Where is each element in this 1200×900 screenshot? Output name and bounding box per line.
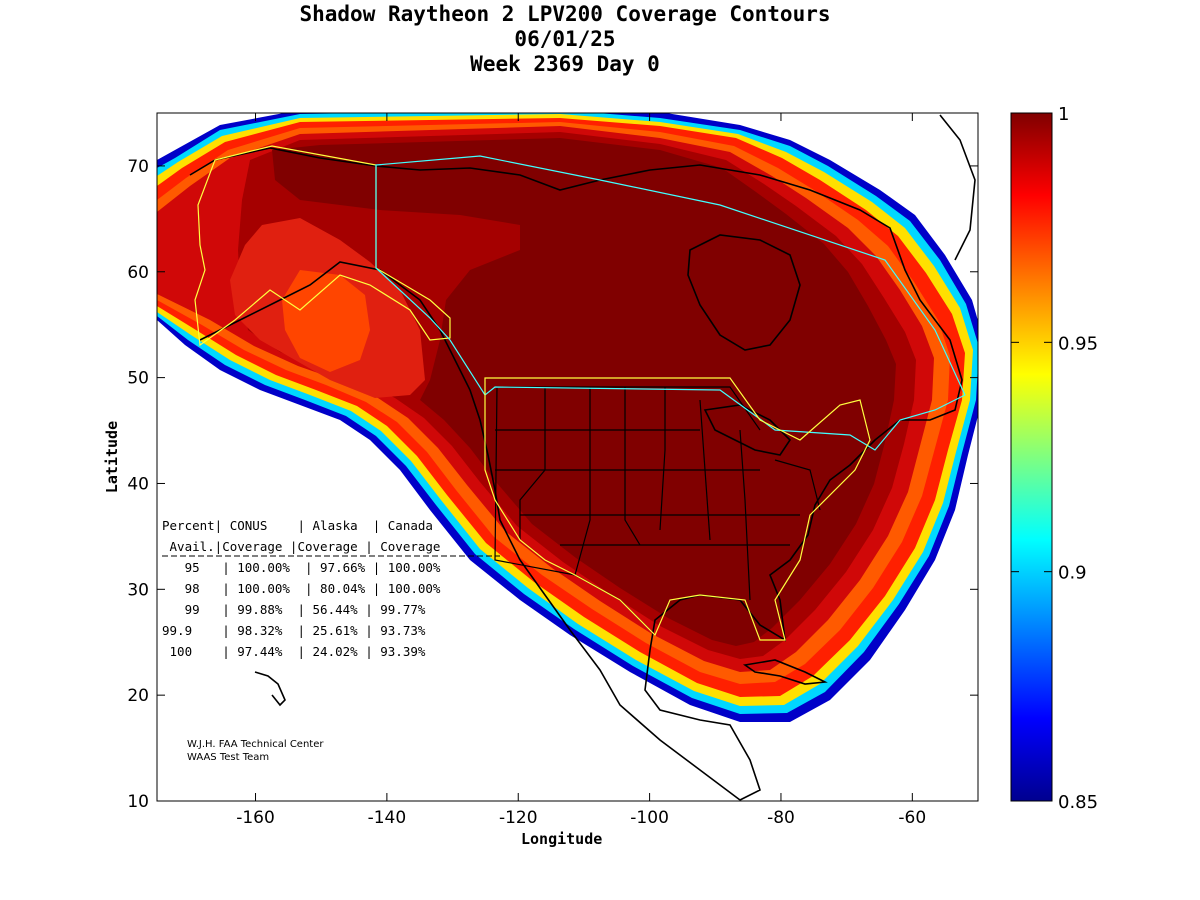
pacific-coastline — [199, 261, 741, 801]
y-tick-label: 30 — [127, 580, 149, 600]
colorbar-tick-label: 1 — [1058, 104, 1069, 125]
table-row: 100 | 97.44% | 24.02% | 93.39% — [162, 644, 426, 659]
greenland — [939, 114, 976, 261]
canada-boundary — [375, 155, 966, 451]
region-boundaries — [194, 145, 966, 641]
alaska-boundary — [194, 145, 451, 347]
credit-line-2: WAAS Test Team — [187, 752, 269, 763]
y-axis-label: Latitude — [103, 420, 121, 494]
table-row: 99 | 99.88% | 56.44% | 99.77% — [162, 602, 426, 617]
colorbar-tick-label: 0.85 — [1058, 792, 1098, 813]
x-axis-label: Longitude — [521, 830, 603, 848]
colorbar — [1010, 112, 1053, 802]
x-tick-label: -100 — [630, 808, 669, 828]
axes-box — [156, 112, 979, 802]
coverage-table: Percent| CONUS | Alaska | Canada Avail.|… — [162, 518, 500, 659]
colorbar-ticks: 1 0.95 0.9 0.85 — [1011, 104, 1098, 813]
conus-boundary — [484, 377, 871, 641]
table-row: 99.9 | 98.32% | 25.61% | 93.73% — [162, 623, 426, 638]
x-tick-label: -60 — [898, 808, 926, 828]
contour-band-orange-west — [282, 270, 370, 372]
y-tick-label: 10 — [127, 792, 149, 812]
cuba — [742, 659, 828, 685]
colorbar-tick-label: 0.95 — [1058, 333, 1098, 354]
colorbar-tick-label: 0.9 — [1058, 563, 1087, 584]
x-tick-label: -80 — [767, 808, 795, 828]
credit-line-1: W.J.H. FAA Technical Center — [187, 739, 324, 750]
y-tick-label: 40 — [127, 474, 149, 494]
x-tick-label: -160 — [236, 808, 275, 828]
x-tick-label: -120 — [499, 808, 538, 828]
contour-band-darkest — [272, 138, 896, 646]
chart-title-line1: Shadow Raytheon 2 LPV200 Coverage Contou… — [299, 2, 831, 26]
y-tick-label: 50 — [127, 369, 149, 389]
coverage-contours — [157, 113, 978, 722]
table-row: Percent| CONUS | Alaska | Canada — [162, 518, 433, 533]
y-tick-label: 60 — [127, 263, 149, 283]
chart-title-date: 06/01/25 — [514, 27, 616, 51]
table-row: Avail.|Coverage |Coverage | Coverage — [162, 539, 440, 554]
great-lakes — [703, 404, 792, 456]
chart-title-week: Week 2369 Day 0 — [470, 52, 660, 76]
table-row: 95 | 100.00% | 97.66% | 100.00% — [162, 560, 441, 575]
hawaii — [254, 671, 286, 707]
x-tick-label: -140 — [368, 808, 407, 828]
axis-ticks: -160 -140 -120 -100 -80 -60 10 20 30 40 50 60 70 — [127, 113, 978, 828]
table-row: 98 | 100.00% | 80.04% | 100.00% — [162, 581, 441, 596]
hudson-bay — [687, 234, 801, 351]
y-tick-label: 20 — [127, 686, 149, 706]
y-tick-label: 70 — [127, 157, 149, 177]
